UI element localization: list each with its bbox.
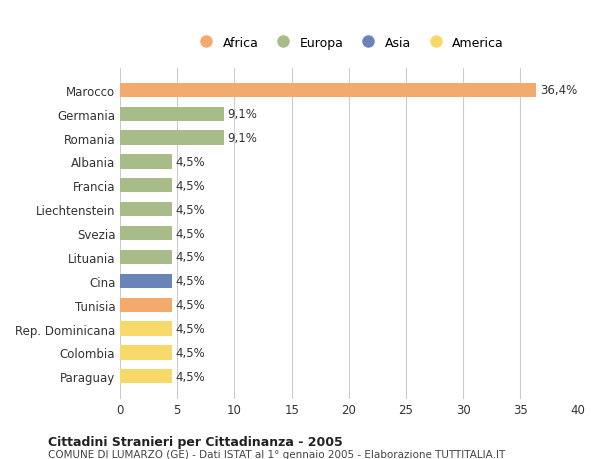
Text: 9,1%: 9,1% — [227, 108, 257, 121]
Text: 4,5%: 4,5% — [175, 322, 205, 336]
Bar — [120, 322, 172, 336]
Bar — [120, 274, 172, 288]
Text: 36,4%: 36,4% — [540, 84, 577, 97]
Text: 4,5%: 4,5% — [175, 251, 205, 264]
Text: 4,5%: 4,5% — [175, 370, 205, 383]
Text: 4,5%: 4,5% — [175, 203, 205, 216]
Bar — [120, 131, 224, 146]
Text: 4,5%: 4,5% — [175, 227, 205, 240]
Text: 4,5%: 4,5% — [175, 156, 205, 168]
Bar — [120, 346, 172, 360]
Text: Cittadini Stranieri per Cittadinanza - 2005: Cittadini Stranieri per Cittadinanza - 2… — [48, 435, 343, 448]
Bar — [120, 226, 172, 241]
Text: COMUNE DI LUMARZO (GE) - Dati ISTAT al 1° gennaio 2005 - Elaborazione TUTTITALIA: COMUNE DI LUMARZO (GE) - Dati ISTAT al 1… — [48, 449, 505, 459]
Bar — [120, 298, 172, 312]
Bar — [120, 369, 172, 384]
Bar — [120, 250, 172, 264]
Bar — [120, 107, 224, 122]
Bar — [120, 179, 172, 193]
Text: 4,5%: 4,5% — [175, 275, 205, 288]
Text: 4,5%: 4,5% — [175, 298, 205, 312]
Bar — [120, 84, 536, 98]
Text: 4,5%: 4,5% — [175, 346, 205, 359]
Bar — [120, 155, 172, 169]
Bar — [120, 202, 172, 217]
Text: 9,1%: 9,1% — [227, 132, 257, 145]
Text: 4,5%: 4,5% — [175, 179, 205, 192]
Legend: Africa, Europa, Asia, America: Africa, Europa, Asia, America — [189, 32, 509, 55]
